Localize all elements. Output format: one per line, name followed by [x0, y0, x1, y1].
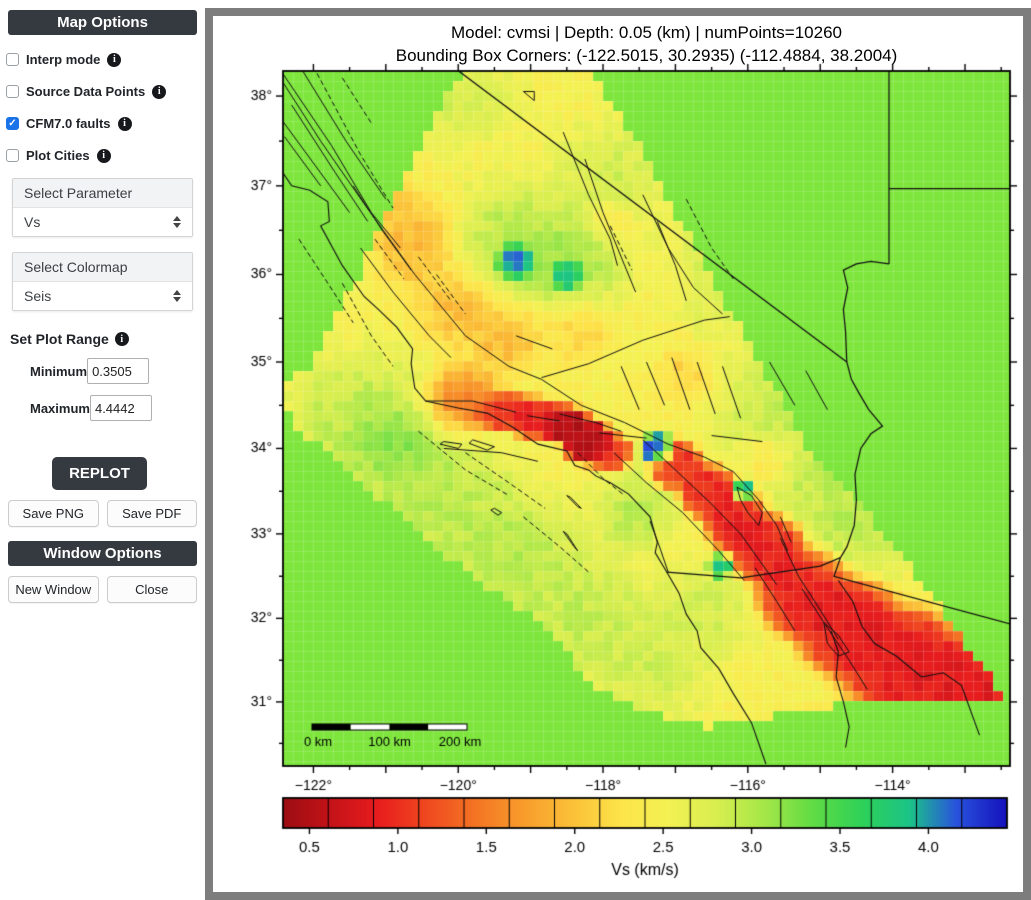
- colormap-select: Select Colormap Seis: [12, 252, 193, 311]
- map-canvas: [213, 16, 1023, 892]
- minimum-row: Minimum: [30, 358, 205, 384]
- parameter-select-value[interactable]: Vs: [13, 208, 192, 236]
- select-arrows-icon: [173, 290, 181, 302]
- info-icon[interactable]: i: [114, 332, 129, 346]
- parameter-select: Select Parameter Vs: [12, 178, 193, 237]
- source-data-points-checkbox[interactable]: [6, 85, 19, 98]
- interp-mode-label: Interp mode: [26, 52, 101, 67]
- colormap-select-value[interactable]: Seis: [13, 282, 192, 310]
- info-icon[interactable]: i: [96, 148, 111, 163]
- set-plot-range-label: Set Plot Range: [10, 331, 109, 347]
- select-arrows-icon: [173, 216, 181, 228]
- plot-cities-label: Plot Cities: [26, 148, 90, 163]
- source-data-points-row: Source Data Points i: [6, 84, 205, 99]
- maximum-input[interactable]: [89, 395, 152, 421]
- interp-mode-checkbox[interactable]: [6, 53, 19, 66]
- source-data-points-label: Source Data Points: [26, 84, 146, 99]
- info-icon[interactable]: i: [117, 116, 132, 131]
- set-plot-range-row: Set Plot Range i: [10, 331, 205, 347]
- info-icon[interactable]: i: [152, 84, 167, 99]
- save-pdf-button[interactable]: Save PDF: [106, 500, 197, 527]
- plot-window: Model: cvmsi | Depth: 0.05 (km) | numPoi…: [205, 8, 1031, 900]
- cfm-faults-row: CFM7.0 faults i: [6, 116, 205, 131]
- window-options-header: Window Options: [8, 541, 197, 566]
- plot-cities-row: Plot Cities i: [6, 148, 205, 163]
- map-options-title: Map Options: [57, 14, 148, 31]
- interp-mode-row: Interp mode i: [6, 52, 205, 67]
- parameter-select-header: Select Parameter: [13, 179, 192, 208]
- info-icon[interactable]: i: [107, 52, 122, 67]
- map-options-header: Map Options: [8, 10, 197, 35]
- colormap-select-header: Select Colormap: [13, 253, 192, 282]
- close-button[interactable]: Close: [106, 576, 197, 603]
- maximum-row: Maximum: [30, 395, 205, 421]
- plot-window-inner: Model: cvmsi | Depth: 0.05 (km) | numPoi…: [213, 16, 1023, 892]
- plot-title-line1: Model: cvmsi | Depth: 0.05 (km) | numPoi…: [450, 23, 843, 42]
- new-window-button[interactable]: New Window: [8, 576, 99, 603]
- minimum-label: Minimum: [30, 363, 88, 379]
- sidebar: Map Options Interp mode i Source Data Po…: [0, 0, 205, 900]
- plot-title-line2: Bounding Box Corners: (-122.5015, 30.293…: [395, 46, 898, 65]
- save-png-button[interactable]: Save PNG: [8, 500, 99, 527]
- cfm-faults-checkbox[interactable]: [6, 117, 19, 130]
- maximum-label: Maximum: [30, 400, 90, 416]
- parameter-select-current: Vs: [24, 214, 41, 230]
- replot-button[interactable]: REPLOT: [52, 457, 147, 490]
- colormap-select-current: Seis: [24, 288, 52, 304]
- minimum-input[interactable]: [87, 358, 150, 384]
- plot-cities-checkbox[interactable]: [6, 149, 19, 162]
- cfm-faults-label: CFM7.0 faults: [26, 116, 111, 131]
- window-options-title: Window Options: [43, 545, 162, 562]
